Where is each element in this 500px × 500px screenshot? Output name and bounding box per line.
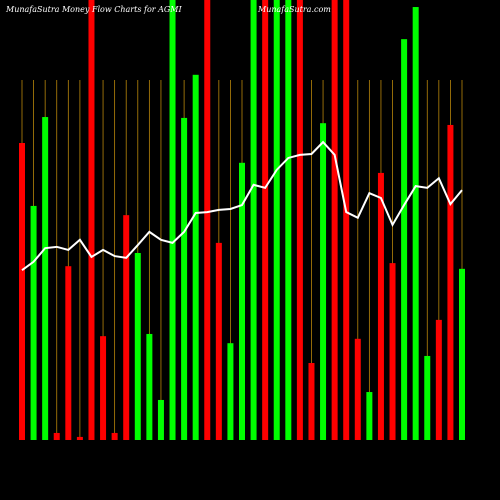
bar: [331, 0, 338, 440]
bar: [354, 338, 361, 440]
bar: [181, 117, 188, 441]
bar: [343, 0, 350, 440]
bar: [389, 263, 396, 440]
bar: [447, 124, 454, 441]
bar: [111, 432, 118, 440]
bar: [88, 0, 95, 440]
bar: [401, 39, 408, 440]
lines: [21, 140, 463, 271]
bar: [53, 432, 60, 440]
bar: [377, 172, 384, 441]
bar: [459, 268, 465, 440]
bar: [273, 0, 280, 440]
bar: [215, 242, 222, 440]
chart-title: MunafaSutra Money Flow Charts for AGMI: [5, 5, 182, 14]
bar: [366, 392, 373, 440]
bar: [76, 436, 83, 440]
bar: [424, 355, 431, 440]
bar: [308, 363, 315, 440]
bar: [227, 343, 234, 440]
bar: [100, 336, 107, 440]
bar: [157, 399, 164, 440]
bar: [146, 333, 153, 440]
bar: [65, 266, 72, 440]
bar: [239, 162, 245, 441]
bar: [169, 0, 176, 440]
watermark: MunafaSutra.com: [257, 5, 331, 14]
bar: [435, 319, 442, 440]
bar: [262, 0, 269, 440]
bar: [134, 253, 141, 440]
bar: [30, 205, 37, 440]
bar: [285, 0, 292, 440]
bar: [123, 215, 130, 440]
bar: [42, 117, 49, 440]
bar: [296, 0, 303, 440]
bar: [320, 123, 327, 440]
money-flow-line: [21, 140, 463, 271]
bar: [250, 0, 257, 440]
bars: [19, 0, 465, 441]
bar: [192, 74, 199, 441]
bar: [412, 7, 419, 440]
bar: [19, 143, 25, 440]
bar: [204, 0, 211, 440]
